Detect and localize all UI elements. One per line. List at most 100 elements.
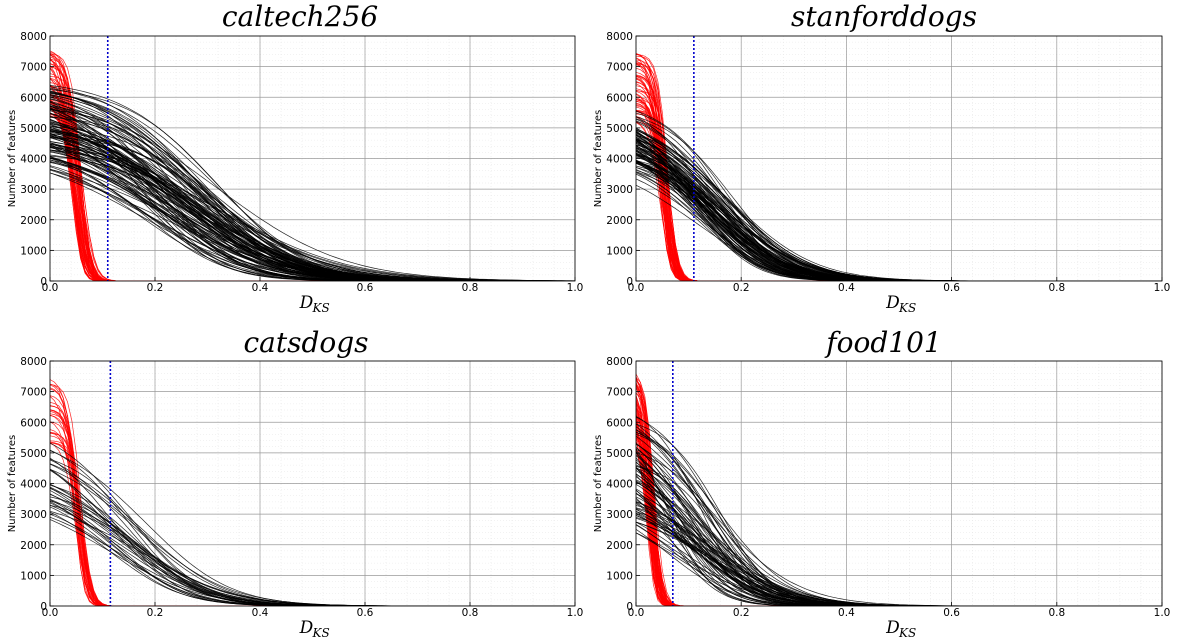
x-tick-label: 0.4 (252, 607, 269, 619)
series-0-line (636, 392, 1162, 606)
series-1-line (636, 160, 1162, 281)
chart-panel-2: 0.0 0.2 0.4 0.6 0.8 1.0 0 1000 2000 3000 4000 5000 6… (7, 326, 583, 640)
series-0-line (636, 57, 1162, 281)
y-tick-label: 5000 (20, 448, 47, 460)
x-tick-label: 0.6 (943, 282, 960, 294)
series-1-line (50, 468, 575, 606)
series-0-line (50, 85, 575, 281)
series-0-line (636, 414, 1162, 606)
series-0-line (636, 62, 1162, 281)
x-tick-label: 1.0 (1154, 282, 1171, 294)
series-1-line (50, 463, 575, 606)
series-1-line (636, 426, 1162, 606)
series-0-line (636, 55, 1162, 281)
series-1-line (636, 481, 1162, 606)
y-tick-label: 7000 (606, 62, 633, 74)
x-tick-label: 1.0 (567, 607, 584, 619)
series-1-line (50, 496, 575, 606)
y-tick-label: 1000 (606, 245, 633, 257)
series-0-line (636, 377, 1162, 606)
series-1-line (636, 134, 1162, 281)
x-tick-label: 0.6 (357, 282, 374, 294)
series-0-line (50, 379, 575, 606)
x-tick-label: 0.0 (628, 282, 645, 294)
series-0-line (636, 416, 1162, 606)
x-tick-label: 0.2 (147, 282, 164, 294)
series-0-line (636, 420, 1162, 606)
series-1-line (636, 415, 1162, 606)
series-1-line (636, 433, 1162, 606)
series-1-line (636, 465, 1162, 606)
series-0-line (50, 414, 575, 606)
series-0-line (636, 393, 1162, 606)
x-tick-label: 0.8 (1048, 282, 1065, 294)
series-0-line (636, 426, 1162, 606)
y-tick-label: 3000 (20, 509, 47, 521)
y-tick-label: 7000 (20, 387, 47, 399)
series-1-line (636, 505, 1162, 606)
series-1-line (636, 131, 1162, 281)
series-0-line (636, 415, 1162, 606)
series-1-line (50, 450, 575, 606)
series-0-line (50, 435, 575, 606)
series-1-line (50, 463, 575, 606)
y-tick-label: 3000 (20, 184, 47, 196)
series-1-line (636, 466, 1162, 606)
y-tick-label: 2000 (606, 215, 633, 227)
y-tick-label: 6000 (606, 417, 633, 429)
series-1-line (50, 149, 575, 281)
x-tick-label: 0.2 (147, 607, 164, 619)
series-0-line (636, 53, 1162, 281)
y-tick-label: 2000 (20, 540, 47, 552)
series-1-line (636, 451, 1162, 606)
series-1-line (50, 516, 575, 606)
series-0-line (636, 54, 1162, 281)
series-0-line (636, 376, 1162, 606)
series-1-line (636, 484, 1162, 606)
data-lines (636, 373, 1162, 606)
x-axis-label: D (885, 293, 900, 313)
data-lines (50, 50, 575, 281)
series-1-line (50, 89, 575, 281)
series-0-line (636, 379, 1162, 606)
x-axis-label: D (299, 293, 314, 313)
series-1-line (636, 513, 1162, 606)
y-tick-label: 5000 (20, 123, 47, 135)
x-axis-label-subscript: KS (312, 301, 330, 315)
series-1-line (50, 141, 575, 281)
series-1-line (50, 92, 575, 281)
y-tick-label: 4000 (20, 154, 47, 166)
y-axis-label: Number of features (593, 110, 604, 207)
series-1-line (636, 459, 1162, 606)
series-1-line (636, 423, 1162, 606)
y-tick-label: 6000 (20, 92, 47, 104)
x-axis-label-subscript: KS (312, 626, 330, 640)
series-0-line (636, 81, 1162, 281)
y-axis-label: Number of features (7, 435, 18, 532)
series-1-line (50, 128, 575, 281)
series-1-line (636, 452, 1162, 606)
y-tick-label: 3000 (606, 184, 633, 196)
series-0-line (636, 85, 1162, 281)
series-0-line (636, 81, 1162, 281)
y-tick-label: 5000 (606, 448, 633, 460)
series-0-line (50, 431, 575, 606)
series-1-line (636, 462, 1162, 606)
y-tick-label: 1000 (606, 570, 633, 582)
series-0-line (636, 53, 1162, 281)
data-lines (636, 53, 1162, 281)
series-1-line (636, 489, 1162, 606)
y-tick-label: 0 (40, 276, 47, 288)
series-0-line (636, 63, 1162, 281)
y-tick-label: 1000 (20, 245, 47, 257)
series-0-line (636, 53, 1162, 281)
series-1-line (636, 116, 1162, 281)
series-1-line (50, 149, 575, 281)
series-0-line (50, 396, 575, 606)
series-1-line (50, 96, 575, 281)
series-0-line (636, 102, 1162, 281)
series-0-line (50, 395, 575, 606)
series-1-line (636, 431, 1162, 606)
series-1-line (50, 104, 575, 281)
x-axis-label-subscript: KS (898, 626, 916, 640)
